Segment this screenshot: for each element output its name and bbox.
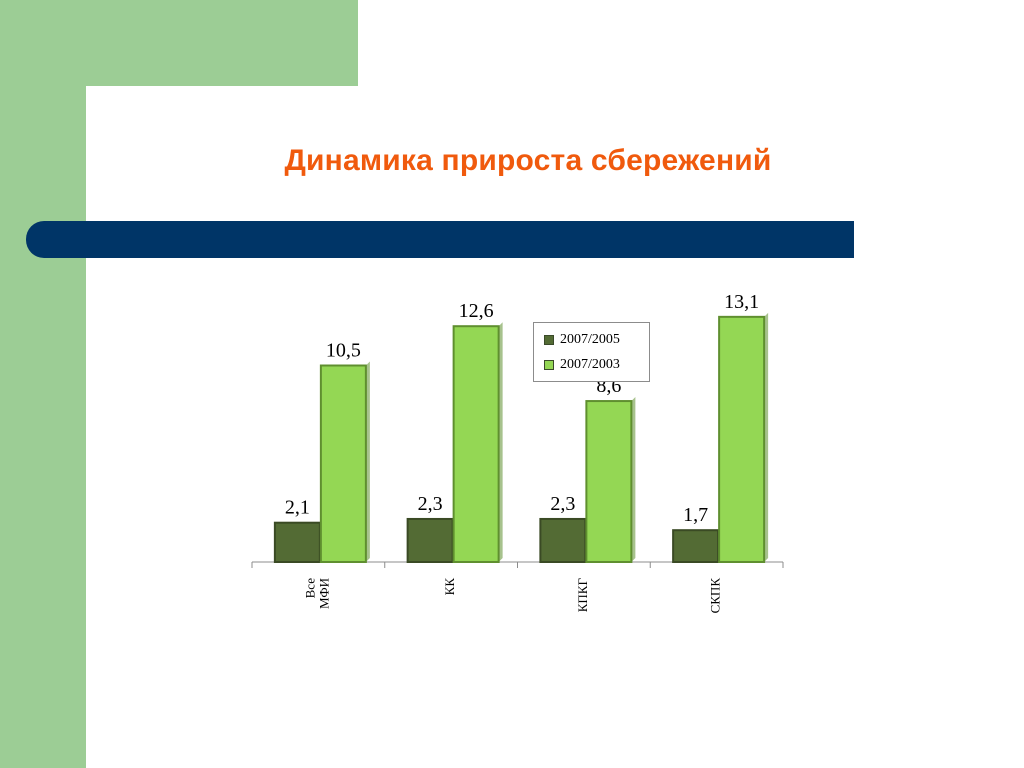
- x-tick-label: СКПК: [708, 578, 723, 614]
- data-label: 2,3: [418, 493, 443, 515]
- legend-label-series-1: 2007/2005: [560, 332, 620, 347]
- legend-swatch-series-2: [544, 360, 554, 370]
- legend-swatch-series-1: [544, 335, 554, 345]
- legend-item-series-2: 2007/2003: [544, 357, 620, 373]
- legend-item-series-1: 2007/2005: [544, 332, 620, 348]
- x-tick-label: КК: [442, 578, 457, 596]
- legend-label-series-2: 2007/2003: [560, 357, 620, 372]
- decor-blue-bar: [26, 221, 854, 258]
- bar-2007-2005: [672, 529, 720, 564]
- slide-title: Динамика прироста сбережений: [284, 144, 772, 177]
- bar-2007-2003: [585, 400, 633, 563]
- decor-green-side: [0, 0, 86, 768]
- bar-2007-2003: [718, 315, 766, 564]
- bar-2007-2005: [273, 521, 321, 564]
- data-label: 1,7: [683, 504, 708, 526]
- bar-2007-2003: [452, 325, 500, 564]
- x-tick-label: Все: [302, 578, 317, 599]
- data-label: 2,3: [550, 493, 575, 515]
- x-tick-label: КПКГ: [575, 578, 590, 613]
- bar-2007-2005: [539, 517, 587, 564]
- data-label: 10,5: [326, 340, 361, 362]
- x-tick-label: МФИ: [316, 578, 331, 609]
- slide-content-area: [86, 86, 1024, 768]
- bar-2007-2005: [406, 517, 454, 564]
- data-label: 2,1: [285, 497, 310, 519]
- data-label: 12,6: [459, 300, 494, 322]
- chart-legend: 2007/2005 2007/2003: [533, 322, 650, 382]
- bar-2007-2003: [319, 364, 367, 563]
- data-label: 13,1: [724, 291, 759, 313]
